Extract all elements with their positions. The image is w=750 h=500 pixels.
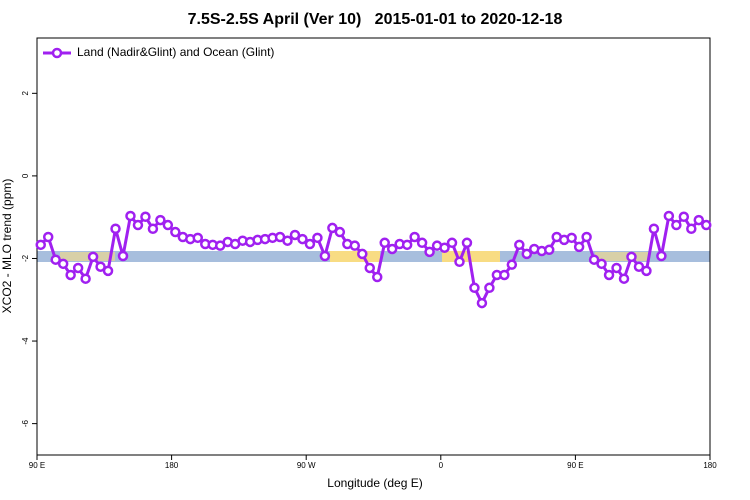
point	[618, 273, 630, 284]
surface-strip	[37, 251, 710, 262]
point	[357, 248, 368, 260]
point	[566, 232, 577, 244]
point	[641, 265, 652, 277]
point	[581, 231, 592, 243]
point	[312, 232, 323, 244]
legend-marker	[51, 47, 63, 59]
point	[656, 250, 667, 262]
point	[514, 239, 525, 251]
point	[573, 241, 585, 253]
point	[693, 214, 705, 226]
point	[72, 262, 84, 274]
point	[506, 259, 518, 270]
point	[499, 269, 510, 281]
point	[454, 256, 465, 268]
point	[596, 258, 607, 270]
point	[416, 237, 428, 249]
point	[155, 214, 166, 226]
point	[626, 251, 637, 263]
point	[469, 282, 480, 294]
point	[349, 240, 361, 251]
x-tick-label: 0	[439, 461, 444, 470]
point	[147, 223, 159, 234]
point	[543, 244, 555, 256]
point	[379, 237, 390, 249]
chart-title: 7.5S-2.5S April (Ver 10) 2015-01-01 to 2…	[188, 11, 563, 28]
y-tick-label: -2	[21, 254, 30, 262]
point	[65, 269, 76, 281]
point	[117, 250, 129, 262]
point	[371, 271, 383, 283]
point	[80, 273, 91, 284]
point	[162, 219, 174, 231]
point	[319, 250, 331, 262]
point	[633, 261, 645, 272]
point	[327, 222, 338, 234]
point	[648, 223, 660, 234]
point	[386, 243, 398, 255]
point	[401, 239, 413, 251]
point	[424, 246, 435, 258]
y-tick-label: -4	[21, 337, 30, 345]
point	[588, 254, 600, 265]
point	[334, 226, 346, 238]
legend-label: Land (Nadir&Glint) and Ocean (Glint)	[77, 45, 274, 59]
x-tick-label: 90 W	[297, 461, 316, 470]
point	[678, 211, 690, 223]
point	[132, 219, 144, 231]
point	[476, 297, 488, 309]
point	[95, 261, 106, 272]
point	[603, 269, 615, 281]
x-tick-label: 180	[165, 461, 179, 470]
point	[57, 258, 69, 270]
point	[35, 239, 46, 251]
point	[192, 232, 204, 244]
point	[439, 242, 450, 253]
x-tick-label: 180	[703, 461, 717, 470]
point	[110, 223, 121, 234]
point	[446, 237, 458, 249]
y-axis-label: XCO2 - MLO trend (ppm)	[0, 179, 14, 314]
point	[297, 233, 308, 245]
point	[42, 231, 54, 243]
point	[686, 223, 697, 234]
point	[304, 238, 316, 250]
x-tick-label: 90 E	[567, 461, 583, 470]
point	[701, 219, 712, 231]
point	[289, 229, 301, 241]
point	[140, 211, 151, 223]
y-tick-label: 0	[21, 173, 30, 178]
point	[671, 219, 682, 231]
point	[125, 210, 136, 222]
point	[282, 235, 293, 246]
y-tick-label: -6	[21, 420, 30, 428]
point	[170, 226, 181, 238]
point	[409, 231, 420, 243]
point	[102, 265, 114, 277]
point	[521, 248, 533, 260]
point	[87, 251, 99, 263]
x-axis-label: Longitude (deg E)	[327, 476, 422, 490]
x-tick-label: 90 E	[29, 461, 45, 470]
point	[461, 237, 473, 249]
point	[50, 254, 61, 265]
y-tick-label: 2	[21, 91, 30, 96]
point	[484, 282, 495, 294]
point	[663, 210, 675, 222]
point	[611, 262, 622, 274]
point	[364, 262, 376, 274]
plot-frame	[36, 37, 711, 456]
